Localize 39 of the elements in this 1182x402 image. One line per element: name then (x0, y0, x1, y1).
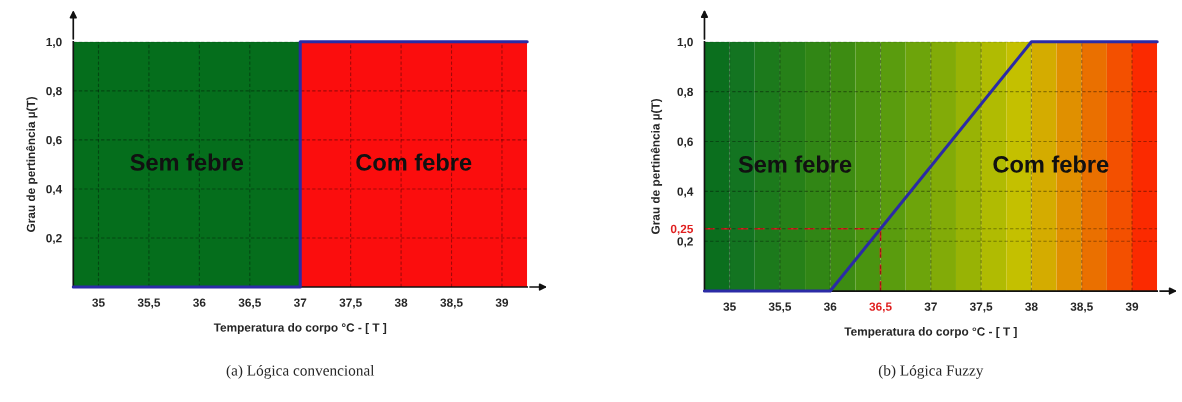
x-axis-title: Temperatura do corpo °C - [ T ] (213, 323, 387, 335)
x-axis-title: Temperatura do corpo °C - [ T ] (844, 327, 1017, 339)
band-label: Com febre (356, 153, 472, 171)
x-tick-label: 36,5 (238, 298, 261, 309)
x-tick-label: 39 (495, 298, 509, 307)
x-tick-label: 37 (924, 302, 937, 311)
x-tick-label: 36 (193, 298, 206, 307)
y-tick-label: 1,0 (677, 37, 693, 48)
x-tick-label: 35,5 (137, 298, 161, 309)
x-tick-label: 35 (723, 302, 736, 311)
x-tick-label: 36,5 (869, 302, 892, 313)
y-tick-label: 0,6 (677, 137, 693, 148)
y-tick-label: 0,4 (46, 184, 63, 196)
y-axis-title: Grau de pertinência µ(T) (650, 99, 663, 234)
annotation: Sem febre (738, 155, 852, 173)
y-tick-label: 0,25 (670, 224, 694, 235)
x-tick-label: 37,5 (339, 298, 362, 309)
y-tick-label: 0,6 (46, 135, 62, 146)
x-tick-label: 36 (823, 302, 837, 311)
x-tick-label: 38,5 (440, 298, 463, 309)
text: (b) Lógica Fuzzy (878, 364, 984, 379)
y-tick-label: 0,4 (677, 187, 694, 198)
y-tick-label: 0,2 (677, 237, 693, 248)
text: (a) Lógica convencional (226, 364, 375, 379)
y-tick-label: 1,0 (46, 37, 62, 48)
x-tick-label: 39 (1125, 302, 1139, 311)
annotation: Com febre (993, 155, 1109, 173)
y-axis-title: Grau de pertinência µ(T) (26, 96, 38, 232)
x-tick-label: 38 (1025, 302, 1038, 311)
x-tick-label: 35 (92, 298, 105, 307)
x-tick-label: 38 (394, 298, 408, 307)
x-tick-label: 37,5 (969, 302, 993, 313)
x-tick-label: 37 (293, 298, 307, 307)
y-tick-label: 0,8 (677, 87, 693, 98)
band-label: Sem febre (130, 153, 244, 171)
x-tick-label: 38,5 (1070, 302, 1093, 313)
y-tick-label: 0,8 (46, 86, 62, 97)
y-tick-label: 0,2 (46, 234, 62, 245)
x-tick-label: 35,5 (768, 302, 792, 313)
